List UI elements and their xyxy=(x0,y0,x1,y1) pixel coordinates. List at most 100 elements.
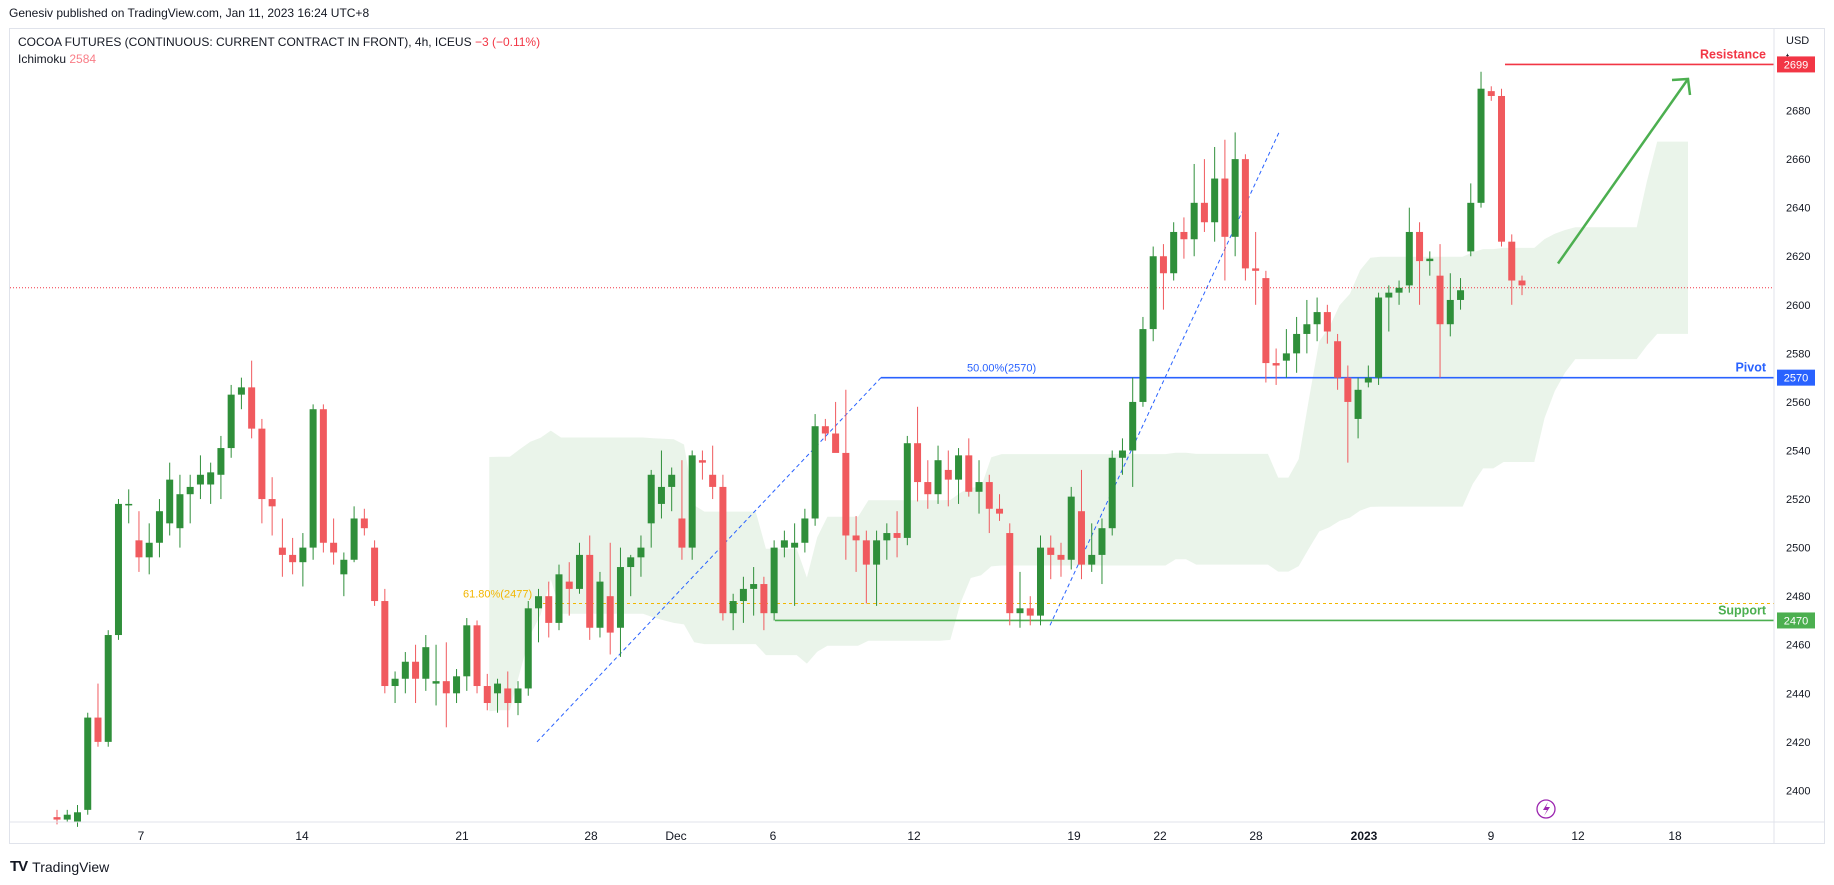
candle xyxy=(657,450,665,519)
candle-body xyxy=(1313,312,1321,325)
candle-body xyxy=(1426,258,1434,262)
candle xyxy=(1180,217,1188,259)
candle-body xyxy=(791,542,799,548)
candle-body xyxy=(1303,324,1311,334)
candle xyxy=(1200,159,1208,232)
candle-body xyxy=(1262,278,1270,364)
candle-body xyxy=(1405,231,1413,286)
x-tick-label: 7 xyxy=(138,829,145,843)
candle-body xyxy=(186,486,194,495)
candle-body xyxy=(1129,401,1137,451)
candle xyxy=(1057,542,1065,577)
candle xyxy=(350,506,358,563)
y-tick-label: 2560 xyxy=(1786,397,1810,409)
candle-body xyxy=(709,474,717,487)
candle-body xyxy=(811,426,819,519)
lightning-icon[interactable] xyxy=(1536,799,1556,819)
candle xyxy=(1221,139,1229,281)
candle-body xyxy=(360,518,368,529)
candle xyxy=(955,448,963,504)
tradingview-footer[interactable]: TV TradingView xyxy=(10,858,109,875)
candle xyxy=(248,360,256,439)
candle-body xyxy=(483,686,491,704)
candle xyxy=(555,564,563,631)
candle xyxy=(791,523,799,606)
candle xyxy=(739,576,747,623)
candle-body xyxy=(504,688,512,704)
candle-body xyxy=(207,472,215,485)
candle-body xyxy=(1457,290,1465,300)
level-label-pivot: Pivot xyxy=(1735,361,1766,375)
candle xyxy=(1293,316,1301,373)
candle-body xyxy=(903,443,911,538)
candle-body xyxy=(1395,287,1403,293)
candle-body xyxy=(94,717,102,742)
y-tick-label: 2620 xyxy=(1786,251,1810,263)
candle xyxy=(1139,316,1147,407)
candle-body xyxy=(125,503,133,506)
candle xyxy=(944,450,952,507)
candle xyxy=(862,530,870,604)
y-tick-label: 2520 xyxy=(1786,494,1810,506)
candle-body xyxy=(1498,95,1506,242)
candle-body xyxy=(1487,91,1495,96)
price-tag-support xyxy=(1777,612,1815,629)
candle xyxy=(1508,234,1516,305)
candle-body xyxy=(463,625,471,677)
candle xyxy=(637,535,645,577)
y-tick-label: 2600 xyxy=(1786,300,1810,312)
candle-body xyxy=(401,661,409,679)
candle-body xyxy=(1293,333,1301,354)
lightning-bolt-icon xyxy=(1543,802,1550,816)
candle xyxy=(924,460,932,509)
candle xyxy=(278,518,286,577)
candle xyxy=(514,681,522,716)
candle-body xyxy=(1180,231,1188,240)
candle xyxy=(1129,377,1137,487)
candle-body xyxy=(596,581,604,628)
candle-body xyxy=(237,387,245,395)
candle xyxy=(1149,246,1157,342)
candle xyxy=(811,414,819,526)
candle-body xyxy=(371,547,379,602)
candle xyxy=(1334,333,1342,390)
currency-code: USD xyxy=(1786,35,1810,47)
candle-body xyxy=(862,540,870,565)
candle-body xyxy=(1026,608,1034,616)
x-tick-label: 22 xyxy=(1153,829,1167,843)
candle-body xyxy=(289,554,297,563)
candle xyxy=(1498,88,1506,247)
y-tick-label: 2400 xyxy=(1786,785,1810,797)
arrowhead-icon xyxy=(1671,77,1692,96)
candle-body xyxy=(1211,178,1219,223)
candle-body xyxy=(657,486,665,504)
y-tick-label: 2580 xyxy=(1786,348,1810,360)
candle xyxy=(1364,365,1372,388)
y-tick-label: 2680 xyxy=(1786,106,1810,118)
candle xyxy=(975,460,983,514)
candle xyxy=(442,642,450,728)
candle xyxy=(1477,71,1485,208)
candle-body xyxy=(73,812,81,822)
candle xyxy=(63,809,71,822)
candle-body xyxy=(924,482,932,495)
candle xyxy=(401,652,409,694)
candle xyxy=(207,462,215,504)
x-tick-label: Dec xyxy=(665,829,686,843)
candle xyxy=(668,467,676,512)
candle-body xyxy=(770,547,778,614)
symbol-legend[interactable]: COCOA FUTURES (CONTINUOUS: CURRENT CONTR… xyxy=(18,35,540,49)
candle xyxy=(94,683,102,747)
candle-body xyxy=(381,601,389,687)
candle xyxy=(1344,365,1352,463)
indicator-legend[interactable]: Ichimoku 2584 xyxy=(18,52,96,66)
candle-body xyxy=(1518,280,1526,286)
candle-body xyxy=(494,683,502,694)
candle-body xyxy=(145,542,153,558)
candle-body xyxy=(258,428,266,500)
candle xyxy=(647,469,655,548)
candle-body xyxy=(309,409,317,548)
candle-body xyxy=(1241,159,1249,269)
candle xyxy=(616,547,624,657)
